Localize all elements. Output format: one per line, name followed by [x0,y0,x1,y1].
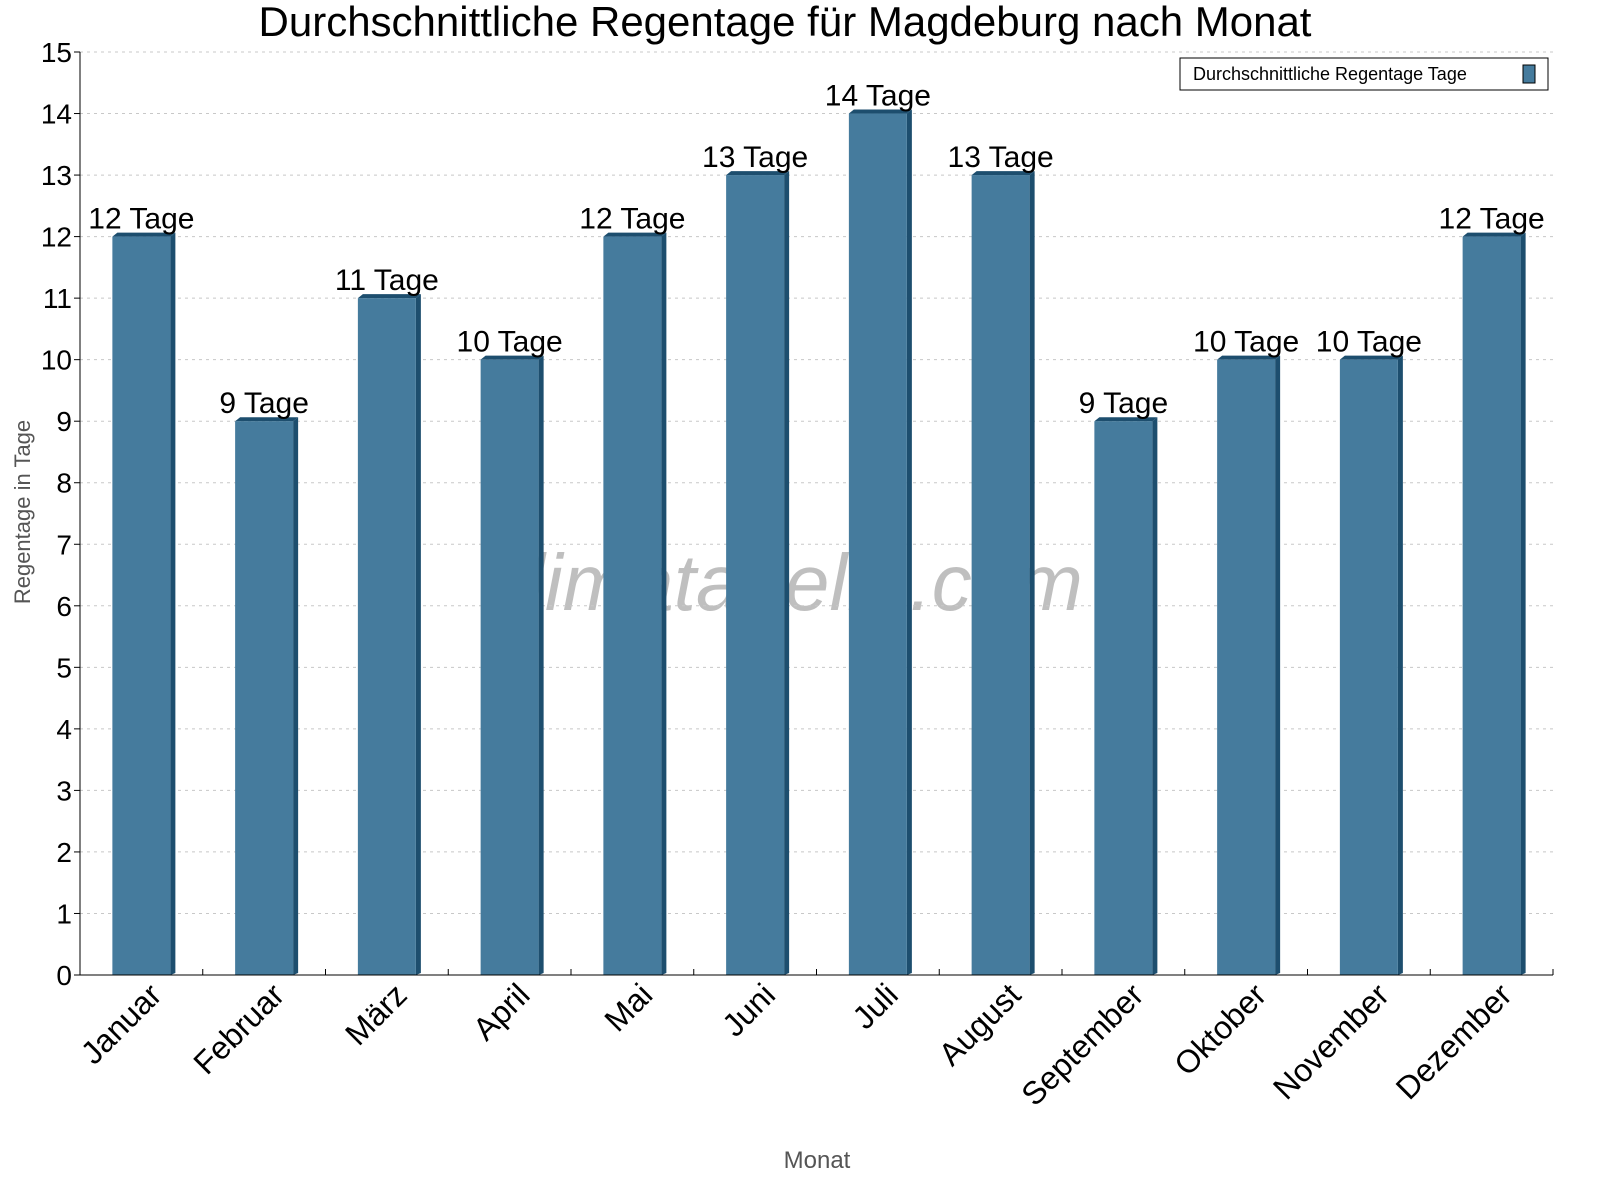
data-label: 9 Tage [219,387,309,420]
bar-top [480,355,544,360]
x-tick-label: Mai [597,976,659,1038]
bar [235,421,294,975]
legend: Durchschnittliche Regentage Tage [1179,57,1549,91]
bar-side [170,232,176,976]
bar-side [538,355,544,976]
x-tick-label: Oktober [1167,976,1273,1082]
x-tick-label: Juni [715,976,782,1043]
bar [1094,421,1153,975]
bar-top [726,171,790,176]
y-tick-label: 4 [56,714,72,745]
x-tick-label: Februar [186,976,291,1081]
bar-top [235,417,299,422]
bar-top [848,109,912,114]
bar-side [1275,355,1281,976]
bar [1462,236,1521,976]
bar-side [661,232,667,976]
y-tick-label: 11 [43,283,72,314]
bar-top [1094,417,1158,422]
y-tick-label: 7 [56,529,72,560]
y-tick-label: 14 [41,99,72,130]
bar-side [906,109,912,976]
bar-side [1152,417,1158,975]
bar-top [971,171,1035,176]
bar [1217,359,1276,976]
y-tick-label: 12 [41,222,72,253]
y-tick-label: 5 [56,652,72,683]
bar [480,359,539,976]
y-tick-label: 8 [56,468,72,499]
bar-side [1520,232,1526,976]
data-label: 10 Tage [1193,326,1299,359]
data-label: 13 Tage [948,141,1054,174]
data-label: 12 Tage [579,203,685,236]
x-tick-label: Dezember [1389,976,1519,1106]
data-label: 10 Tage [1316,326,1422,359]
legend-label: Durchschnittliche Regentage Tage [1193,64,1467,84]
bar-side [784,171,790,976]
x-tick-label: September [1014,976,1150,1112]
bar-top [357,294,421,299]
y-tick-label: 10 [41,345,72,376]
bar-side [1397,355,1403,976]
x-axis-label: Monat [784,1147,851,1174]
bar-top [112,232,176,237]
data-label: 14 Tage [825,80,931,113]
y-tick-label: 0 [56,960,72,991]
bar [357,298,416,976]
data-label: 12 Tage [88,203,194,236]
bar-top [1462,232,1526,237]
data-label: 10 Tage [457,326,563,359]
bar [726,175,785,976]
x-tick-label: Januar [74,976,169,1071]
bar-side [293,417,299,975]
x-tick-label: November [1266,976,1396,1106]
bar [848,113,907,976]
bar [603,236,662,976]
data-label: 11 Tage [335,264,439,297]
x-tick-label: August [932,976,1028,1072]
data-label: 9 Tage [1079,387,1169,420]
bar-top [1217,355,1281,360]
chart-title: Durchschnittliche Regentage für Magdebur… [259,0,1312,45]
y-tick-label: 3 [56,775,72,806]
y-tick-label: 2 [56,837,72,868]
y-tick-label: 6 [56,591,72,622]
data-label: 12 Tage [1439,203,1545,236]
data-label: 13 Tage [702,141,808,174]
y-tick-label: 1 [56,898,72,929]
bar-top [1339,355,1403,360]
bar-side [1029,171,1035,976]
x-tick-label: März [338,976,414,1052]
x-tick-label: April [466,976,537,1047]
bar-top [603,232,667,237]
x-tick-label: Juli [845,976,904,1035]
y-tick-label: 13 [41,160,72,191]
bar-side [415,294,421,976]
legend-swatch [1522,64,1536,84]
y-tick-label: 9 [56,406,72,437]
bar [1339,359,1398,976]
y-tick-label: 15 [41,37,72,68]
bar [112,236,171,976]
bar [971,175,1030,976]
y-axis-label: Regentage in Tage [10,420,35,604]
